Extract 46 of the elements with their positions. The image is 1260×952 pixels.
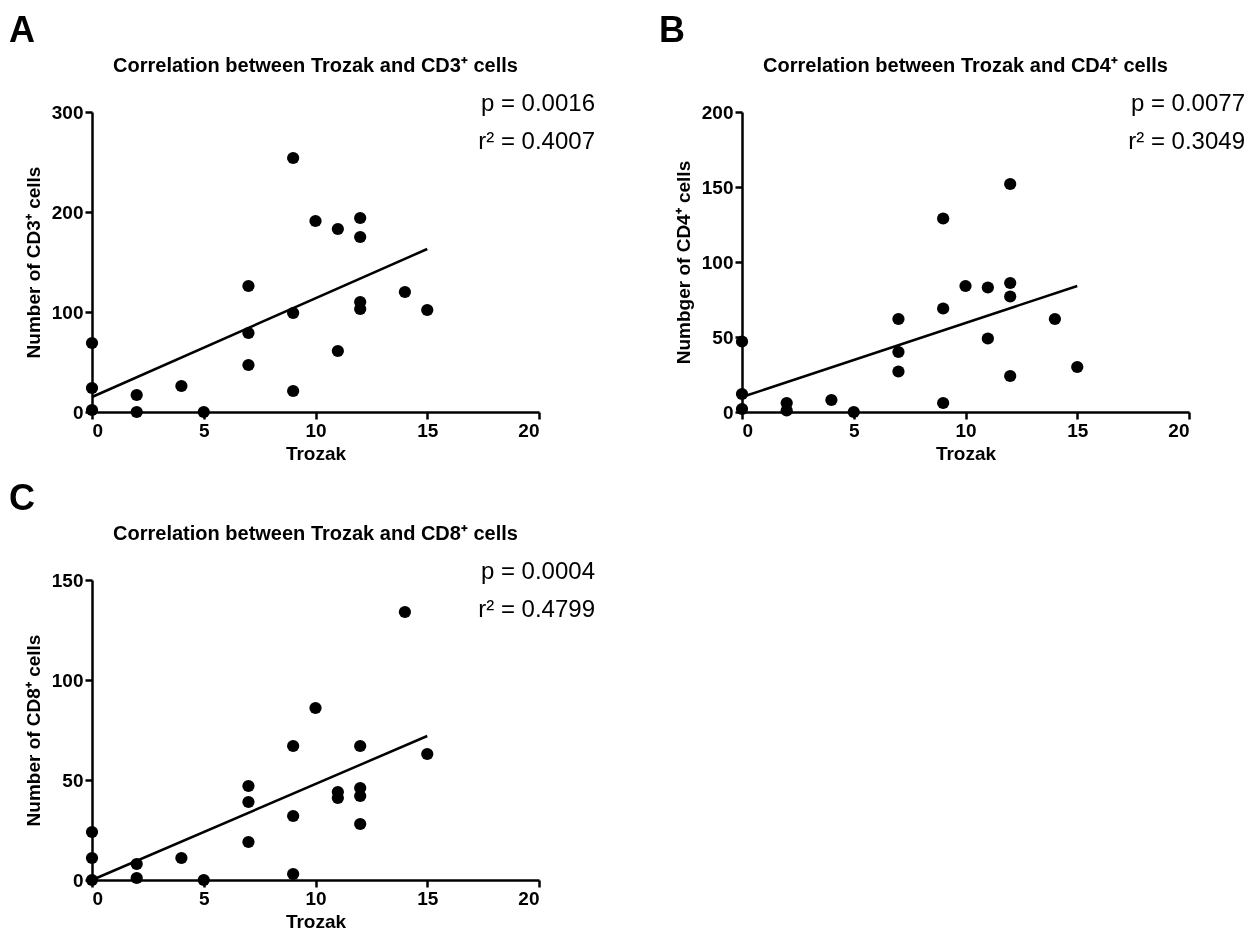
x-tick-label: 15 <box>417 887 439 909</box>
text: B <box>659 9 685 50</box>
annotation: r² = 0.4799 <box>478 595 595 622</box>
x-axis-title: Trozak <box>285 910 347 932</box>
x-tick-label: 5 <box>198 419 210 441</box>
y-tick-label: 200 <box>701 101 734 123</box>
y-tick-label: 50 <box>62 769 84 791</box>
x-tick-label: 20 <box>1168 419 1190 441</box>
y-tick-label: 50 <box>712 326 734 348</box>
annotation: p = 0.0004 <box>480 557 595 584</box>
annotation: r² = 0.4007 <box>478 127 595 154</box>
x-tick-label: 5 <box>848 419 860 441</box>
chart-title: Correlation between Trozak and CD4⁺ cells <box>763 54 1168 76</box>
chart-title: Correlation between Trozak and CD8⁺ cells <box>113 522 518 544</box>
annotation: r² = 0.3049 <box>1128 127 1245 154</box>
y-tick-label: 100 <box>701 251 734 273</box>
x-tick-label: 0 <box>92 419 104 441</box>
x-tick-label: 10 <box>305 887 327 909</box>
x-tick-label: 5 <box>198 887 210 909</box>
text: A <box>9 9 35 50</box>
annotation: p = 0.0016 <box>480 89 595 116</box>
y-tick-label: 150 <box>51 569 84 591</box>
y-tick-label: 100 <box>51 669 84 691</box>
x-tick-label: 15 <box>1067 419 1089 441</box>
y-tick-label: 300 <box>51 101 84 123</box>
y-tick-label: 0 <box>72 401 84 423</box>
x-tick-label: 10 <box>955 419 977 441</box>
x-tick-label: 0 <box>92 887 104 909</box>
annotation: p = 0.0077 <box>1130 89 1245 116</box>
x-axis-title: Trozak <box>285 442 347 464</box>
text: C <box>9 477 35 518</box>
y-tick-label: 0 <box>72 869 84 891</box>
x-axis-title: Trozak <box>935 442 997 464</box>
x-tick-label: 10 <box>305 419 327 441</box>
y-axis-title: Number of CD8⁺ cells <box>22 634 44 827</box>
x-tick-label: 0 <box>742 419 754 441</box>
x-tick-label: 15 <box>417 419 439 441</box>
y-axis-title: Number of CD3⁺ cells <box>22 166 44 359</box>
y-axis-title: Numbger of CD4⁺ cells <box>672 160 694 365</box>
y-tick-label: 0 <box>722 401 734 423</box>
x-tick-label: 20 <box>518 887 540 909</box>
y-tick-label: 200 <box>51 201 84 223</box>
y-tick-label: 100 <box>51 301 84 323</box>
x-tick-label: 20 <box>518 419 540 441</box>
chart-title: Correlation between Trozak and CD3⁺ cells <box>113 54 518 76</box>
y-tick-label: 150 <box>701 176 734 198</box>
